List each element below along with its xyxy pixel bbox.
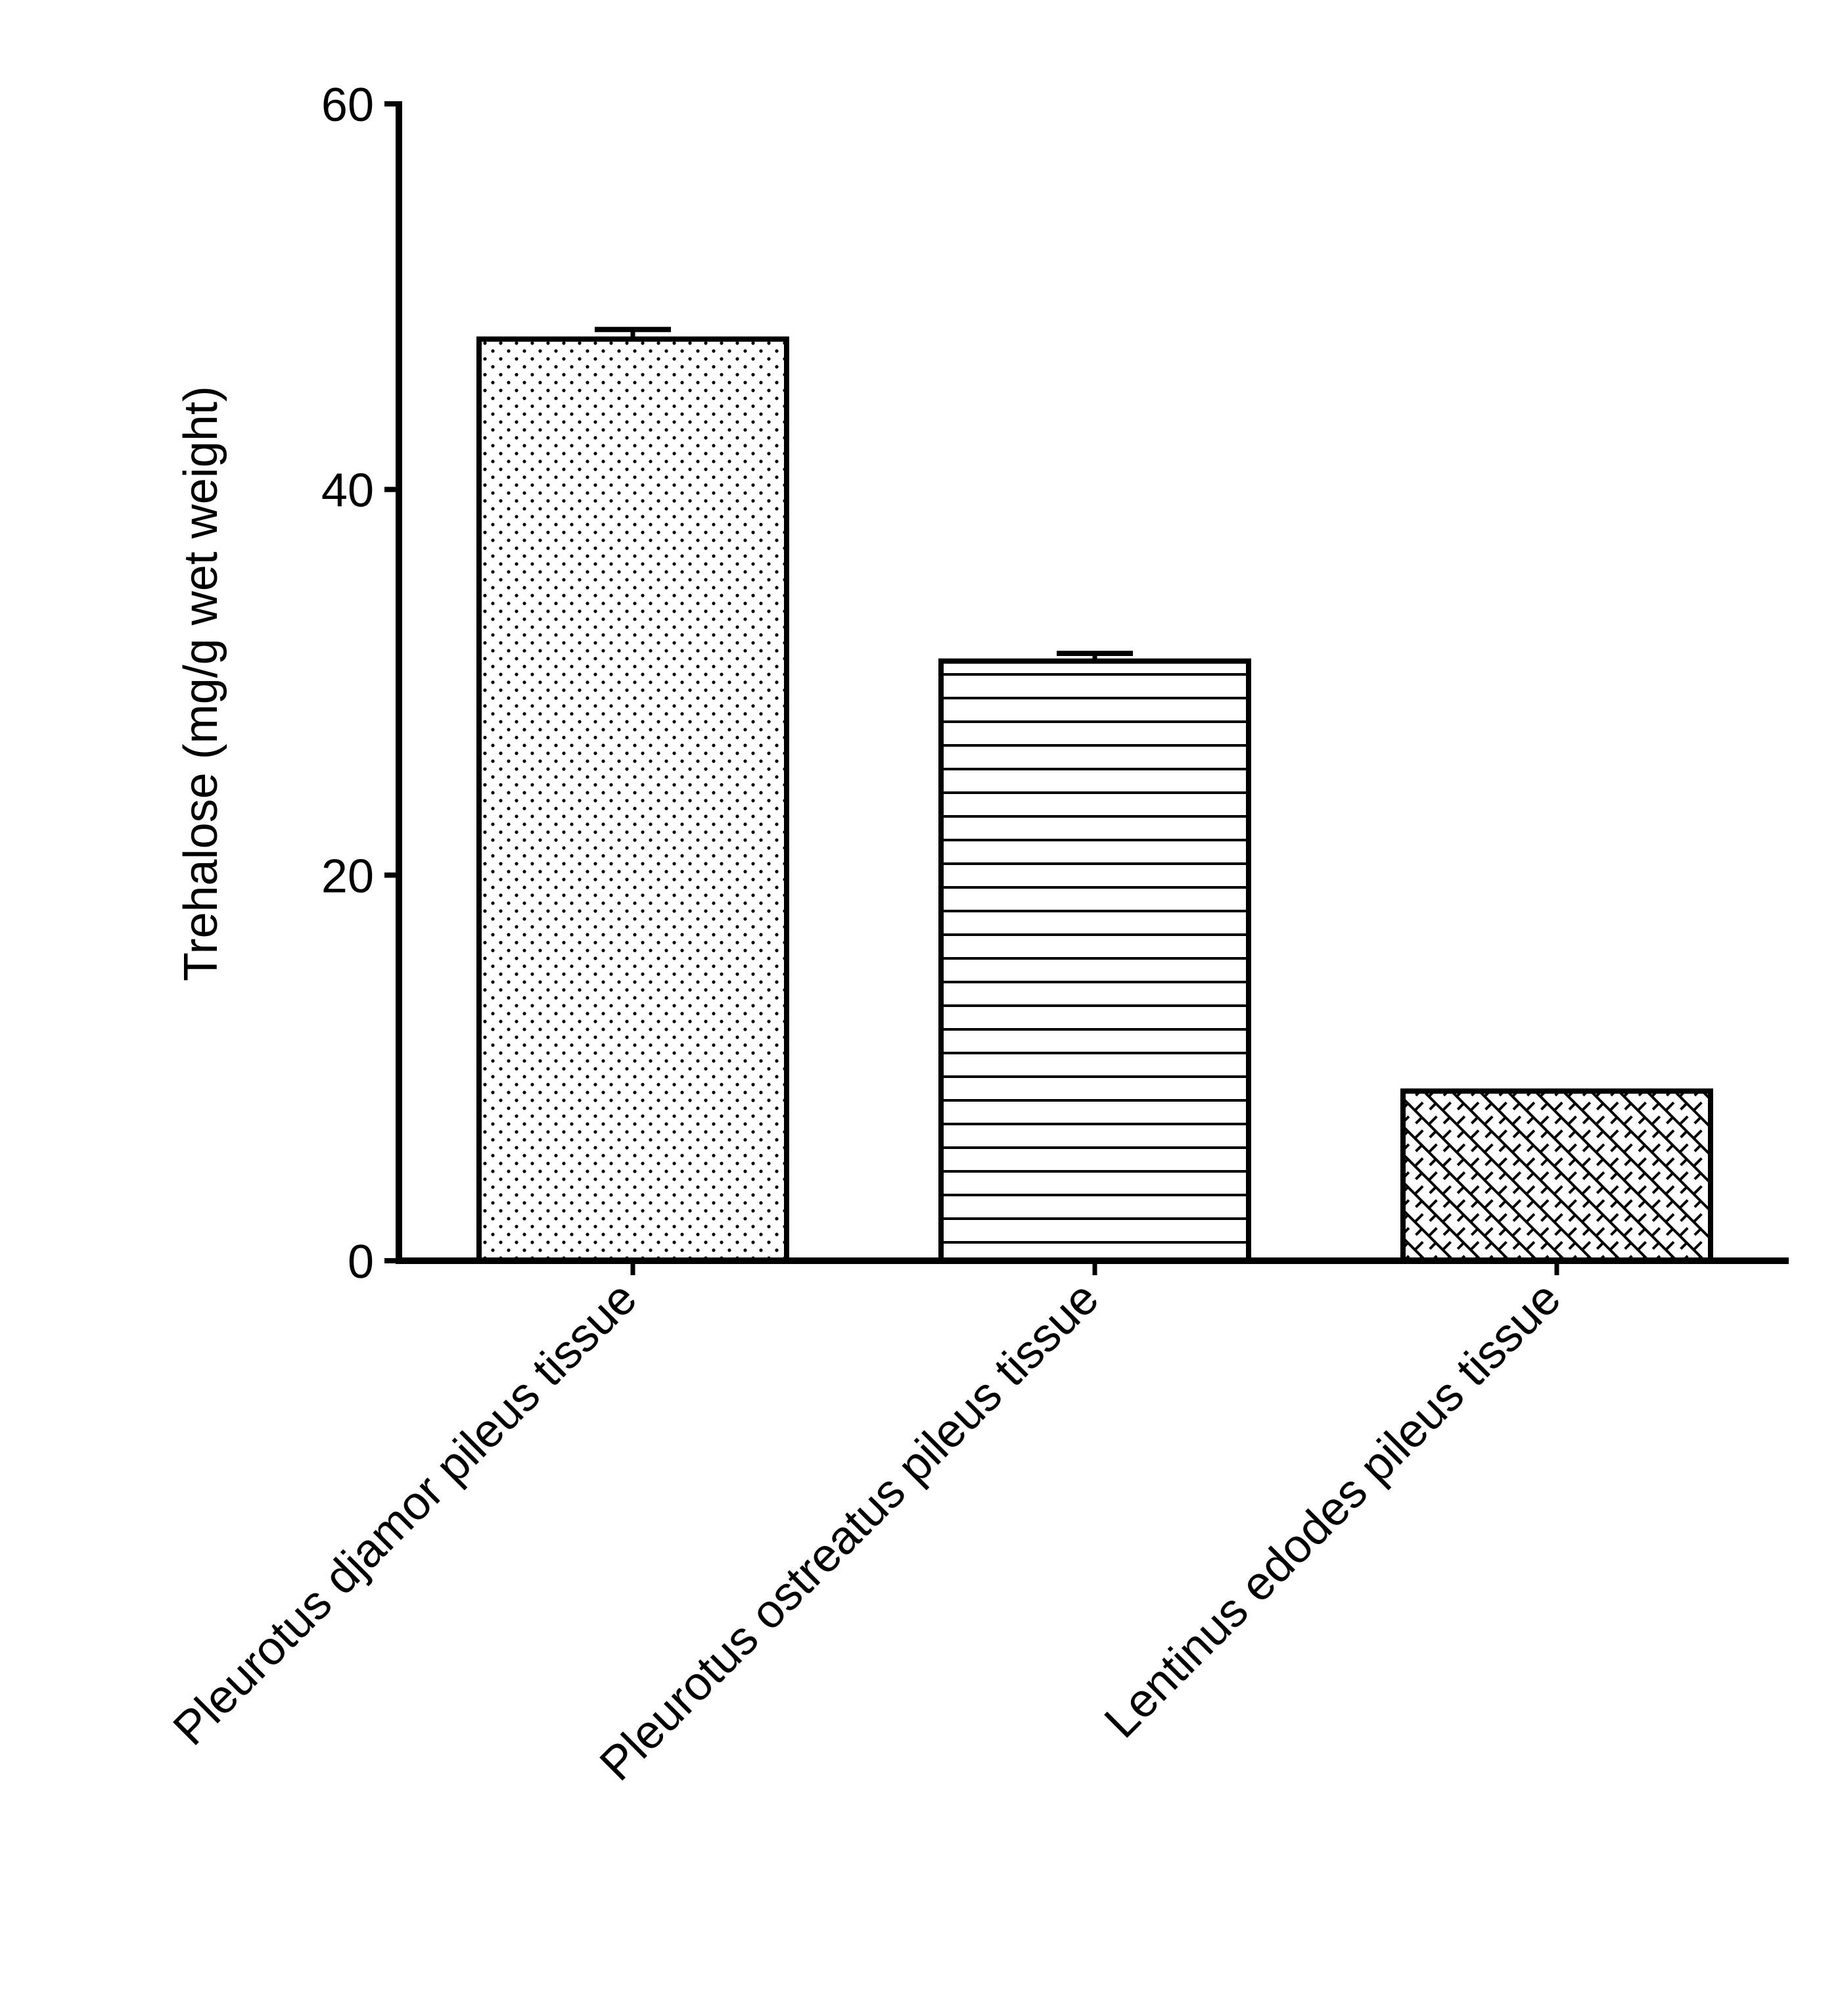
bar-1 xyxy=(476,336,789,1263)
bar-3 xyxy=(1400,1088,1713,1264)
x-category-label-1: Pleurotus djamor pileus tissue xyxy=(164,1272,647,1756)
x-category-label-2: Pleurotus ostreatus pileus tissue xyxy=(590,1272,1109,1791)
x-category-label-3: Lentinus edodes pileus tissue xyxy=(1095,1272,1571,1748)
y-axis-title: Trehalose (mg/g wet weight) xyxy=(175,386,227,981)
y-tick-label-0: 0 xyxy=(348,1236,374,1288)
y-tick-label-40: 40 xyxy=(321,465,374,517)
bar-2 xyxy=(938,658,1251,1263)
y-tick-label-60: 60 xyxy=(321,79,374,131)
y-tick-label-20: 20 xyxy=(321,850,374,903)
